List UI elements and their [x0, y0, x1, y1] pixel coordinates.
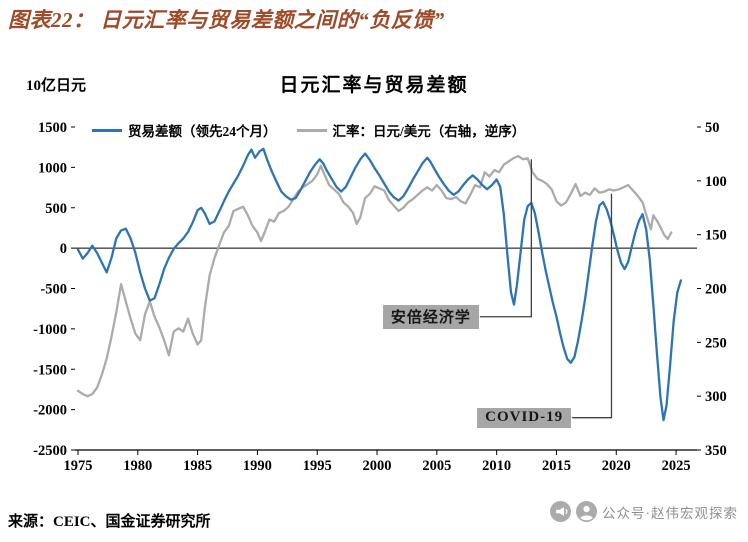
- svg-text:-2500: -2500: [33, 443, 67, 459]
- svg-text:1995: 1995: [303, 458, 332, 474]
- axis-unit-label: 10亿日元: [26, 78, 87, 94]
- source-note: 来源：CEIC、国金证券研究所: [8, 514, 211, 530]
- svg-text:500: 500: [45, 201, 67, 217]
- figure-title: 图表22： 日元汇率与贸易差额之间的“负反馈”: [8, 8, 445, 32]
- wechat-badge: 公众号·赵伟宏观探索: [550, 501, 738, 522]
- badge-text: 公众号·赵伟宏观探索: [602, 505, 738, 521]
- svg-text:1000: 1000: [38, 160, 67, 176]
- svg-text:-1000: -1000: [33, 322, 67, 338]
- svg-text:-1500: -1500: [33, 362, 67, 378]
- legend-label-trade-balance: 贸易差额（领先24个月）: [128, 124, 277, 139]
- svg-text:350: 350: [705, 443, 727, 459]
- chart-legend: 贸易差额（领先24个月） 汇率：日元/美元（右轴，逆序）: [92, 120, 525, 140]
- annotation-abenomics: 安倍经济学: [382, 304, 479, 329]
- annotation-covid19: COVID-19: [477, 407, 572, 428]
- legend-item-exchange-rate: 汇率：日元/美元（右轴，逆序）: [296, 120, 526, 140]
- svg-text:1980: 1980: [123, 458, 152, 474]
- svg-text:100: 100: [705, 174, 727, 190]
- megaphone-icon: [550, 501, 571, 522]
- svg-text:2015: 2015: [542, 458, 571, 474]
- legend-swatch-blue-line: [92, 128, 122, 132]
- svg-text:2005: 2005: [422, 458, 451, 474]
- svg-text:250: 250: [705, 335, 727, 351]
- svg-text:1990: 1990: [243, 458, 272, 474]
- chart-title: 日元汇率与贸易差额: [279, 75, 469, 96]
- svg-text:-500: -500: [40, 282, 67, 298]
- legend-swatch-gray-line: [296, 128, 327, 132]
- svg-text:1500: 1500: [38, 120, 67, 136]
- svg-text:1985: 1985: [183, 458, 212, 474]
- legend-item-trade-balance: 贸易差额（领先24个月）: [92, 120, 277, 140]
- profile-icon: [576, 501, 597, 522]
- svg-text:2010: 2010: [482, 458, 511, 474]
- svg-text:150: 150: [705, 228, 727, 244]
- svg-text:0: 0: [60, 241, 67, 257]
- legend-label-exchange-rate: 汇率：日元/美元（右轴，逆序）: [332, 124, 526, 139]
- svg-text:300: 300: [705, 389, 727, 405]
- svg-text:2000: 2000: [363, 458, 392, 474]
- svg-text:200: 200: [705, 282, 727, 298]
- svg-text:2020: 2020: [602, 458, 631, 474]
- svg-text:1975: 1975: [63, 458, 92, 474]
- svg-text:50: 50: [705, 120, 720, 136]
- svg-text:2025: 2025: [662, 458, 691, 474]
- svg-text:-2000: -2000: [33, 403, 67, 419]
